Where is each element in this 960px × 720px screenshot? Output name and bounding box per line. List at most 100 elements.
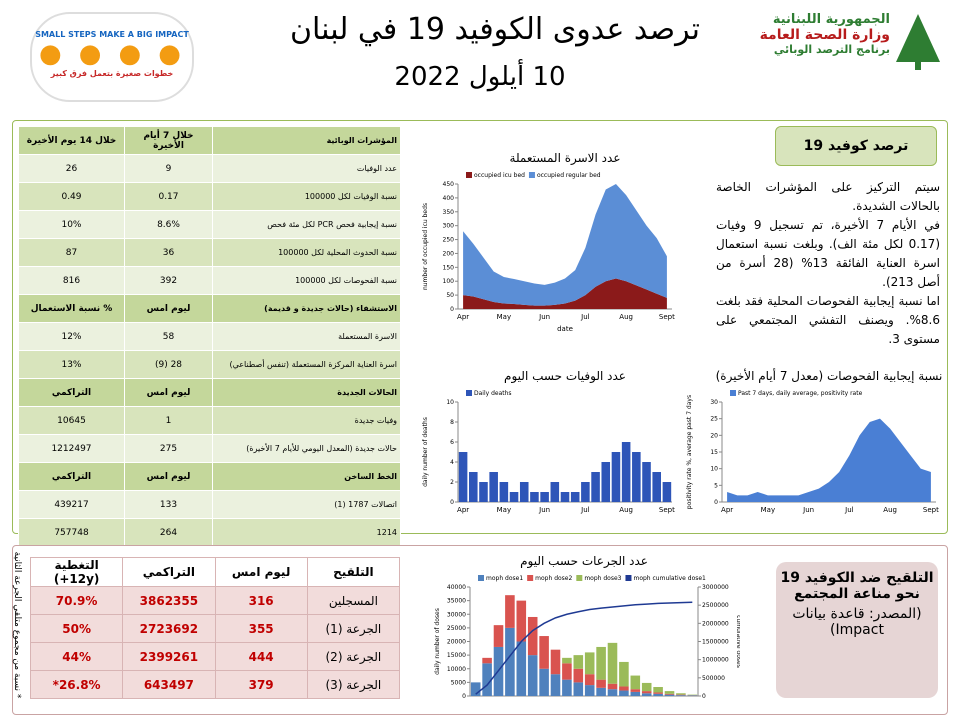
bar	[619, 690, 629, 696]
y-tick-label: 100	[443, 278, 455, 285]
bar	[540, 492, 549, 502]
ministry-line: الجمهورية اللبنانية	[772, 12, 890, 27]
ministry: الجمهورية اللبنانية وزارة الصحة العامة ب…	[740, 12, 890, 56]
cell: نسبة الفحوصات لكل 100000	[212, 266, 401, 295]
top-panel	[12, 120, 948, 534]
summary-text: سيتم التركيز على المؤشرات الخاصة بالحالا…	[716, 178, 940, 349]
section-row: الخط الساخن ليوم امس التراكمي	[18, 462, 401, 491]
bar	[641, 691, 652, 694]
bar	[687, 694, 698, 696]
cell: 10%	[18, 210, 125, 239]
bar	[662, 482, 672, 502]
chart-title: عدد الوفيات حسب اليوم	[504, 369, 626, 384]
y-tick-label: 300	[443, 223, 455, 230]
legend-label: Daily deaths	[474, 390, 512, 397]
cell: 275	[124, 434, 213, 463]
data-row: الجرعة (3) 379 643497 26.8%*	[29, 670, 401, 699]
y-tick-label: 6	[450, 439, 454, 446]
y-tick-label: 40000	[447, 584, 466, 591]
ministry-line: وزارة الصحة العامة	[759, 27, 890, 43]
x-tick-label: Aug	[619, 313, 633, 321]
x-tick-label: Jul	[580, 506, 590, 514]
y-axis-label: daily number of deaths	[422, 417, 429, 487]
bar	[479, 482, 488, 502]
y-axis-label: positivity rate %, average past 7 days	[686, 395, 693, 509]
campaign-icons: ● ● ● ●	[39, 39, 185, 69]
y-tick-label: 2	[450, 479, 454, 486]
y-tick-label: 10000	[447, 666, 466, 673]
data-row: نسبة الوفيات لكل 100000 0.17 0.49	[18, 182, 401, 211]
y-axis-label: daily number of doses	[434, 608, 441, 675]
bar	[619, 686, 629, 691]
bar	[469, 472, 478, 502]
chart-title: عدد الجرعات حسب اليوم	[520, 554, 648, 569]
cell: التراكمي	[18, 378, 125, 407]
y2-tick-label: 0	[702, 693, 706, 700]
bar	[527, 616, 538, 656]
cell: 355	[214, 614, 308, 643]
cell: 9	[124, 154, 213, 183]
bar	[664, 691, 675, 694]
bar	[499, 482, 509, 502]
x-tick-label: Aug	[619, 506, 633, 514]
cell: 316	[214, 586, 308, 615]
cell: 816	[18, 266, 125, 295]
bar	[607, 683, 618, 690]
cell: ليوم امس	[124, 378, 213, 407]
cell: 3862355	[122, 586, 216, 615]
x-tick-label: Sept	[923, 506, 939, 514]
bar	[509, 492, 519, 502]
data-row: الاسرة المستعملة 58 12%	[18, 322, 401, 351]
cell: المؤشرات الوبائية	[212, 126, 401, 155]
cell: التلقيح	[306, 557, 401, 587]
bar	[652, 472, 661, 502]
summary-title: ترصد كوفيد 19	[775, 126, 937, 166]
cell: 28 (9)	[124, 350, 213, 379]
vaccination-note: * نسبة من مجموع متلقي الجرعة الثانية	[12, 551, 22, 699]
cell: الحالات الجديدة	[212, 378, 401, 407]
data-row: اسرة العناية المركزة المستعملة (تنفس أصط…	[18, 350, 401, 379]
section-row: المؤشرات الوبائية خلال 7 أيام الأخيرة خلال…	[18, 126, 401, 155]
data-row: نسبة الحدوث المحلية لكل 100000 36 87	[18, 238, 401, 267]
y-tick-label: 30	[710, 399, 718, 406]
cell: حالات جديدة (المعدل اليومي للأيام 7 الأخ…	[212, 434, 401, 463]
x-tick-label: Jul	[580, 313, 590, 321]
cell: 13%	[18, 350, 125, 379]
bar	[527, 655, 538, 696]
y-tick-label: 0	[450, 499, 454, 506]
y-axis-label: number of occupied icu beds	[422, 203, 429, 290]
bar	[653, 693, 663, 696]
cell: 757748	[18, 518, 125, 547]
y-tick-label: 8	[450, 419, 454, 426]
legend-swatch	[625, 575, 632, 581]
data-row: نسبة الفحوصات لكل 100000 392 816	[18, 266, 401, 295]
bar	[562, 679, 572, 696]
y-tick-label: 10	[710, 466, 718, 473]
y-tick-label: 250	[443, 237, 455, 244]
section-row: الحالات الجديدة ليوم امس التراكمي	[18, 378, 401, 407]
bar	[676, 694, 686, 696]
cell: عدد الوفيات	[212, 154, 401, 183]
vaccination-box: التلقيح ضد الكوفيد 19 نحو مناعة المجتمع …	[776, 562, 938, 698]
bar	[591, 472, 600, 502]
bar	[573, 655, 584, 669]
cell: 2723692	[122, 614, 216, 643]
cell: 392	[124, 266, 213, 295]
bar	[573, 682, 584, 696]
cell: خلال 7 أيام الأخيرة	[124, 126, 213, 155]
cell: نسبة الوفيات لكل 100000	[212, 182, 401, 211]
bar	[539, 636, 549, 669]
legend-swatch	[527, 575, 534, 581]
bar	[664, 693, 675, 695]
bottom-panel	[12, 545, 948, 715]
bar	[611, 452, 621, 502]
paragraph: في الأيام 7 الأخيرة، تم تسجيل 9 وفيات (0…	[716, 218, 940, 289]
area	[463, 184, 667, 306]
legend-label: moph dose3	[584, 575, 621, 582]
cell: نسبة الحدوث المحلية لكل 100000	[212, 238, 401, 267]
bar	[493, 625, 504, 647]
data-row: 1214 264 757748	[18, 518, 401, 547]
chart: عدد الاسرة المستعملة occupied icu bed occu…	[422, 151, 675, 333]
bar	[687, 695, 698, 696]
